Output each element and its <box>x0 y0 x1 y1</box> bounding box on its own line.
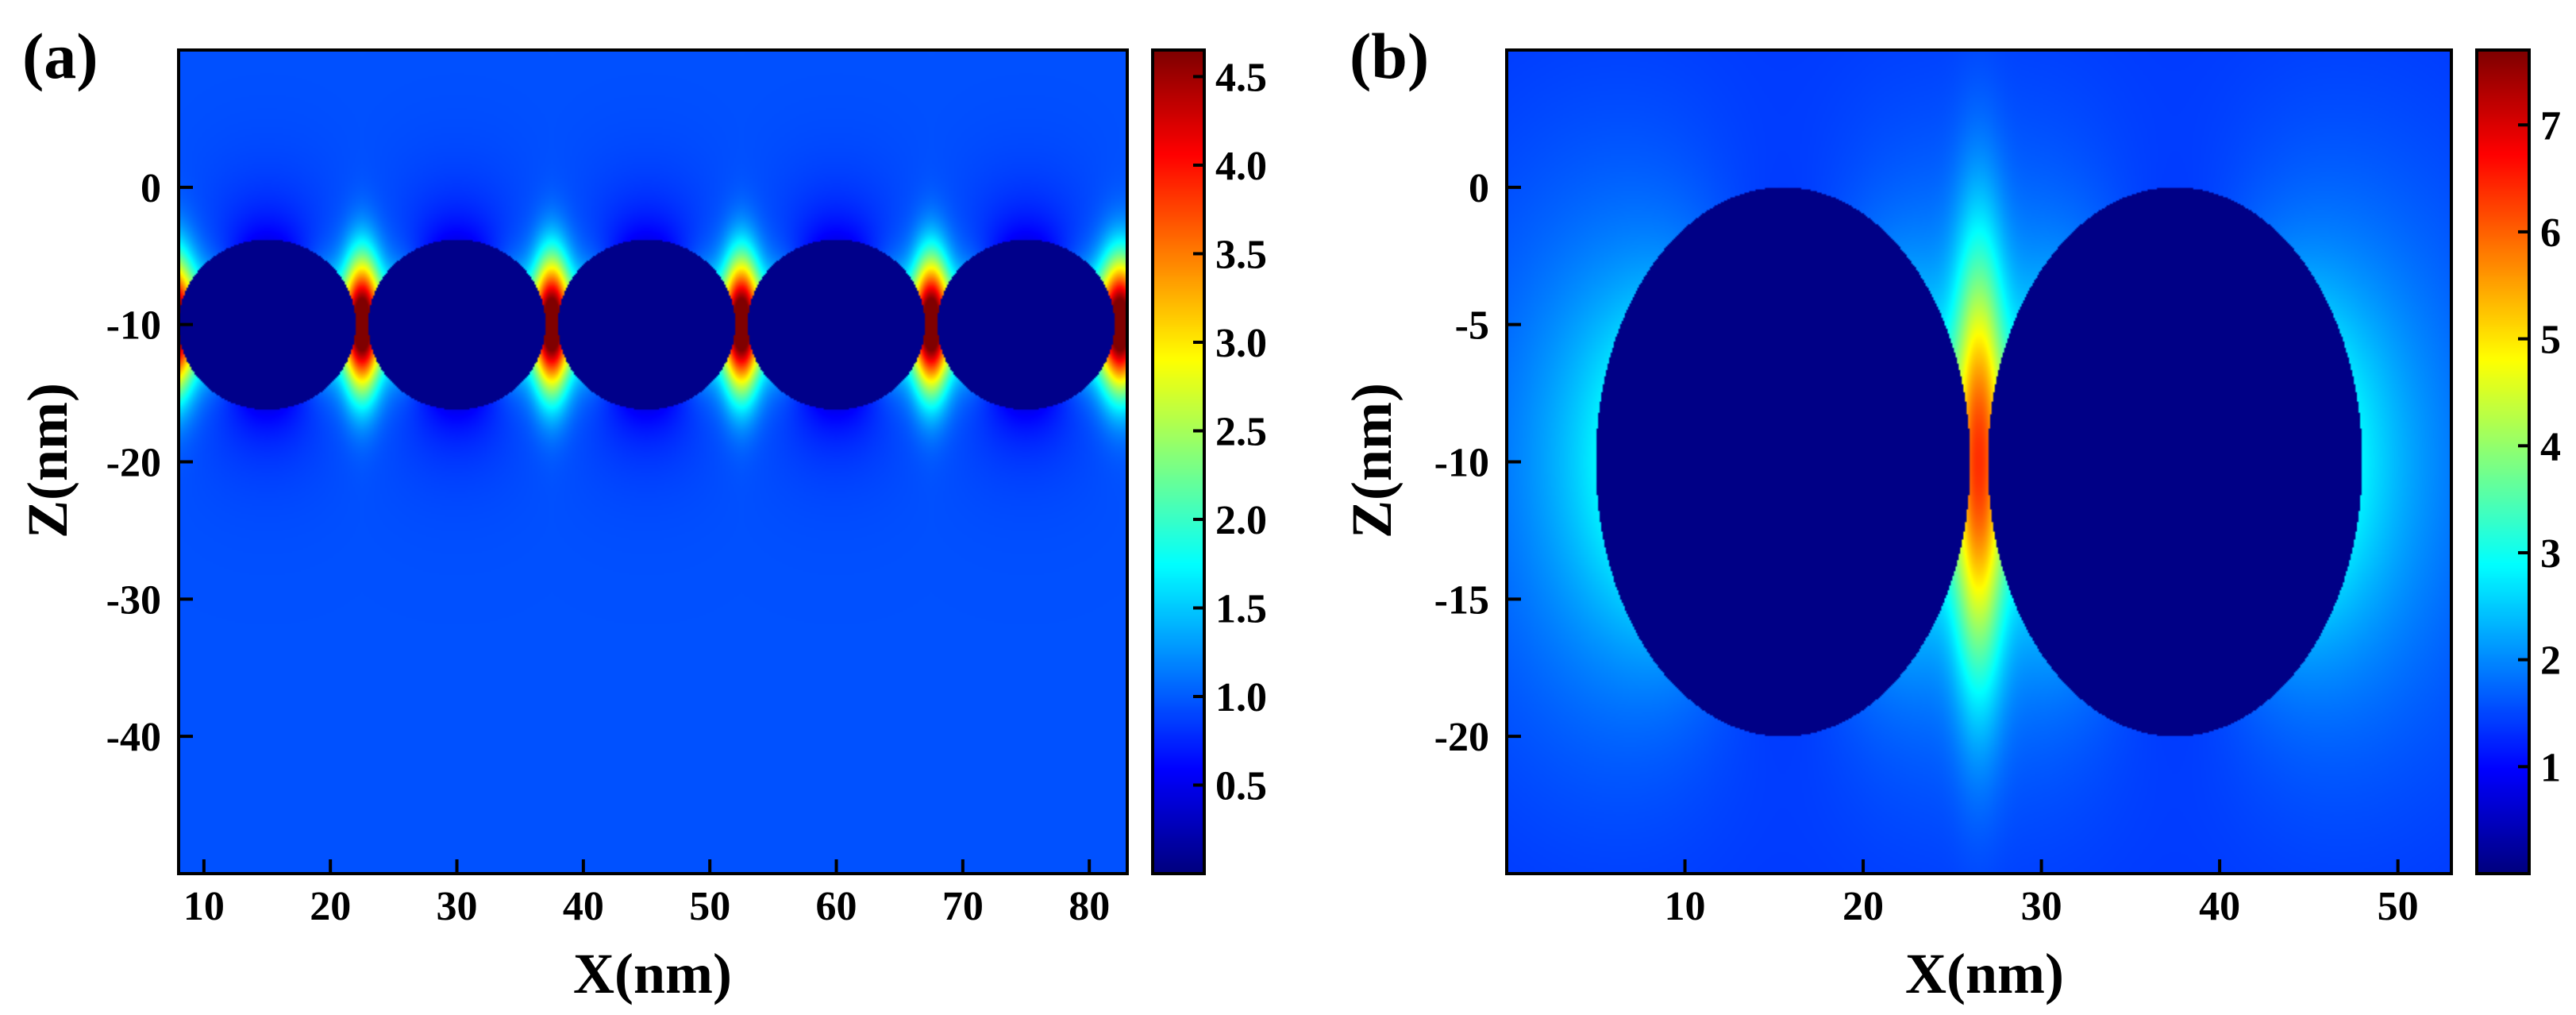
colorbar-tick-label: 1.0 <box>1215 675 1267 720</box>
x-tick-label: 40 <box>563 884 604 929</box>
x-tick-label: 10 <box>183 884 225 929</box>
x-tick-label: 20 <box>310 884 351 929</box>
panel-a-colorbar-ticks: 0.5 1.0 1.5 2.0 2.5 3.0 3.5 4.0 4.5 <box>1193 55 1267 809</box>
panel-b: (b) 10 20 30 40 50 0-5-10-15-20 X(nm) Z(nm) … <box>1340 20 2561 1005</box>
panel-b-label: (b) <box>1350 20 1429 92</box>
x-tick-label: 50 <box>2378 884 2419 929</box>
colorbar-tick-label: 2 <box>2540 639 2561 684</box>
panel-b-frame <box>1505 48 2453 875</box>
colorbar-tick-label: 3 <box>2540 531 2561 577</box>
panel-a-heatmap <box>179 50 1127 874</box>
panel-b-colorbar-frame <box>2475 48 2531 875</box>
x-tick-label: 60 <box>816 884 857 929</box>
x-tick-label: 50 <box>689 884 730 929</box>
y-tick-label: -30 <box>106 577 161 623</box>
y-tick-label: -10 <box>1434 441 1489 486</box>
colorbar-tick-label: 4.5 <box>1215 55 1267 100</box>
panel-a-frame <box>177 48 1129 875</box>
colorbar-tick-label: 4 <box>2540 424 2561 469</box>
y-tick-label: -40 <box>106 715 161 760</box>
x-tick-label: 80 <box>1069 884 1110 929</box>
colorbar-tick-label: 2.0 <box>1215 498 1267 543</box>
panel-a: (a) 10 20 30 40 50 60 70 80 0 -10 -20 -30 -40 X(nm)… <box>16 20 1267 1005</box>
colorbar-tick-label: 1 <box>2540 745 2561 790</box>
panel-b-heatmap <box>1507 50 2451 874</box>
panel-a-label: (a) <box>22 20 98 92</box>
colorbar-tick-label: 7 <box>2540 103 2561 149</box>
panel-a-x-ticks: 10 20 30 40 50 60 70 80 <box>183 859 1110 929</box>
panel-a-y-title: Z(nm) <box>16 383 79 538</box>
colorbar-tick-label: 3.0 <box>1215 321 1267 366</box>
x-tick-label: 40 <box>2199 884 2240 929</box>
x-tick-label: 10 <box>1665 884 1706 929</box>
y-tick-label: -20 <box>106 441 161 486</box>
y-tick-label: 0 <box>141 166 161 211</box>
y-tick-label: -10 <box>106 303 161 349</box>
panel-b-x-ticks: 10 20 30 40 50 <box>1665 859 2419 929</box>
colorbar-tick-label: 1.5 <box>1215 586 1267 631</box>
y-tick-label: 0 <box>1469 166 1489 211</box>
panel-b-x-title: X(nm) <box>1905 942 2064 1005</box>
panel-b-colorbar-ticks: 1 2 3 4 5 6 7 <box>2518 103 2561 790</box>
panel-a-colorbar <box>1153 50 1204 874</box>
x-tick-label: 30 <box>437 884 478 929</box>
panel-a-y-ticks: 0 -10 -20 -30 -40 <box>106 166 193 760</box>
x-tick-label: 20 <box>1842 884 1884 929</box>
panel-b-y-title: Z(nm) <box>1340 383 1404 538</box>
colorbar-tick-label: 5 <box>2540 318 2561 363</box>
x-tick-label: 30 <box>2021 884 2062 929</box>
y-tick-label: -15 <box>1434 577 1489 623</box>
panel-a-x-title: X(nm) <box>573 942 732 1005</box>
colorbar-tick-label: 6 <box>2540 210 2561 256</box>
colorbar-tick-label: 4.0 <box>1215 144 1267 189</box>
x-tick-label: 70 <box>942 884 984 929</box>
panel-b-colorbar <box>2477 50 2529 874</box>
colorbar-tick-label: 0.5 <box>1215 763 1267 809</box>
colorbar-tick-label: 3.5 <box>1215 232 1267 277</box>
panel-b-y-ticks: 0 -5 -10 -15 -20 <box>1434 166 1521 760</box>
y-tick-label: -20 <box>1434 715 1489 760</box>
panel-a-colorbar-frame <box>1151 48 1206 875</box>
colorbar-tick-label: 2.5 <box>1215 409 1267 454</box>
y-tick-label: -5 <box>1455 303 1489 349</box>
